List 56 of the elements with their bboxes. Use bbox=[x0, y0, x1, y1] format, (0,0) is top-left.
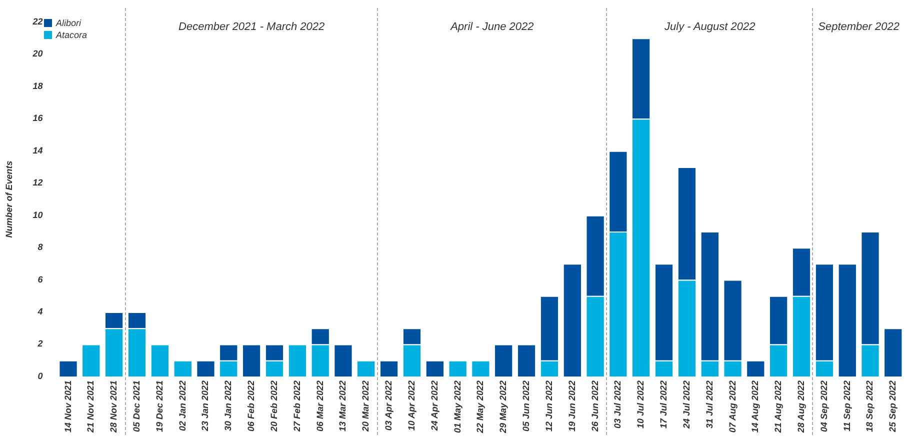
y-tick-label: 12 bbox=[32, 178, 43, 188]
y-tick-label: 8 bbox=[38, 242, 43, 252]
x-tick-label: 22 May 2022 bbox=[475, 380, 486, 434]
legend-label: Alibori bbox=[56, 18, 82, 28]
x-tick-label: 05 Dec 2021 bbox=[131, 380, 142, 432]
x-tick-label: 20 Mar 2022 bbox=[360, 380, 371, 433]
x-tick-label: 27 Feb 2022 bbox=[292, 380, 302, 433]
annotation: September 2022 bbox=[818, 21, 900, 34]
x-tick-label: 25 Sep 2022 bbox=[888, 380, 898, 434]
x-tick-label: 28 Aug 2022 bbox=[796, 380, 806, 434]
y-tick-label: 20 bbox=[32, 48, 43, 59]
x-tick-label: 29 May 2022 bbox=[498, 380, 508, 434]
x-tick-label: 14 Nov 2021 bbox=[62, 380, 73, 433]
x-tick-label: 19 Jun 2022 bbox=[566, 380, 577, 432]
y-tick-label: 16 bbox=[32, 113, 44, 124]
x-tick-label: 06 Mar 2022 bbox=[314, 380, 325, 432]
y-tick-label: 22 bbox=[32, 16, 43, 26]
y-tick-label: 18 bbox=[32, 80, 43, 91]
x-tick-label: 14 Aug 2022 bbox=[750, 380, 760, 433]
y-tick-label: 14 bbox=[32, 145, 43, 156]
annotation: July - August 2022 bbox=[664, 21, 756, 34]
x-tick-label: 30 Jan 2022 bbox=[223, 380, 234, 432]
x-tick-label: 11 Sep 2022 bbox=[842, 380, 852, 432]
y-tick-label: 2 bbox=[36, 338, 43, 349]
x-tick-label: 10 Jul 2022 bbox=[636, 380, 646, 429]
x-tick-label: 20 Feb 2022 bbox=[268, 380, 279, 433]
x-tick-label: 13 Mar 2022 bbox=[338, 380, 348, 432]
y-tick-label: 4 bbox=[36, 306, 43, 316]
y-tick-label: 10 bbox=[32, 210, 43, 220]
x-tick-label: 24 Jul 2022 bbox=[681, 380, 692, 430]
x-tick-label: 24 Apr 2022 bbox=[429, 380, 440, 432]
x-tick-label: 06 Feb 2022 bbox=[246, 380, 256, 432]
x-tick-label: 03 Jul 2022 bbox=[612, 380, 623, 429]
x-tick-label: 28 Nov 2021 bbox=[108, 380, 119, 434]
y-tick-label: 0 bbox=[38, 370, 43, 381]
x-tick-label: 01 May 2022 bbox=[452, 380, 462, 434]
y-tick-label: 6 bbox=[38, 274, 44, 284]
x-tick-label: 21 Aug 2022 bbox=[773, 380, 784, 434]
x-tick-label: 18 Sep 2022 bbox=[864, 380, 875, 432]
x-tick-label: 10 Apr 2022 bbox=[406, 380, 416, 431]
x-tick-label: 19 Dec 2021 bbox=[154, 380, 164, 432]
y-axis-title: Number of Events bbox=[4, 160, 14, 238]
x-tick-label: 31 Jul 2022 bbox=[704, 380, 714, 429]
legend-label: Atacora bbox=[56, 30, 88, 40]
x-tick-label: 23 Jan 2022 bbox=[200, 380, 210, 432]
x-tick-label: 05 Jun 2022 bbox=[521, 380, 532, 432]
x-tick-label: 17 Jul 2022 bbox=[658, 380, 669, 429]
annotation: April - June 2022 bbox=[450, 21, 534, 34]
x-tick-label: 12 Jun 2022 bbox=[544, 380, 554, 432]
x-tick-label: 03 Apr 2022 bbox=[384, 380, 394, 431]
x-tick-label: 04 Sep 2022 bbox=[818, 380, 829, 432]
x-tick-label: 21 Nov 2021 bbox=[86, 380, 96, 434]
x-tick-label: 07 Aug 2022 bbox=[727, 380, 738, 433]
x-tick-label: 26 Jun 2022 bbox=[590, 380, 600, 433]
x-tick-label: 02 Jan 2022 bbox=[177, 380, 188, 432]
annotation: December 2021 - March 2022 bbox=[178, 21, 325, 34]
